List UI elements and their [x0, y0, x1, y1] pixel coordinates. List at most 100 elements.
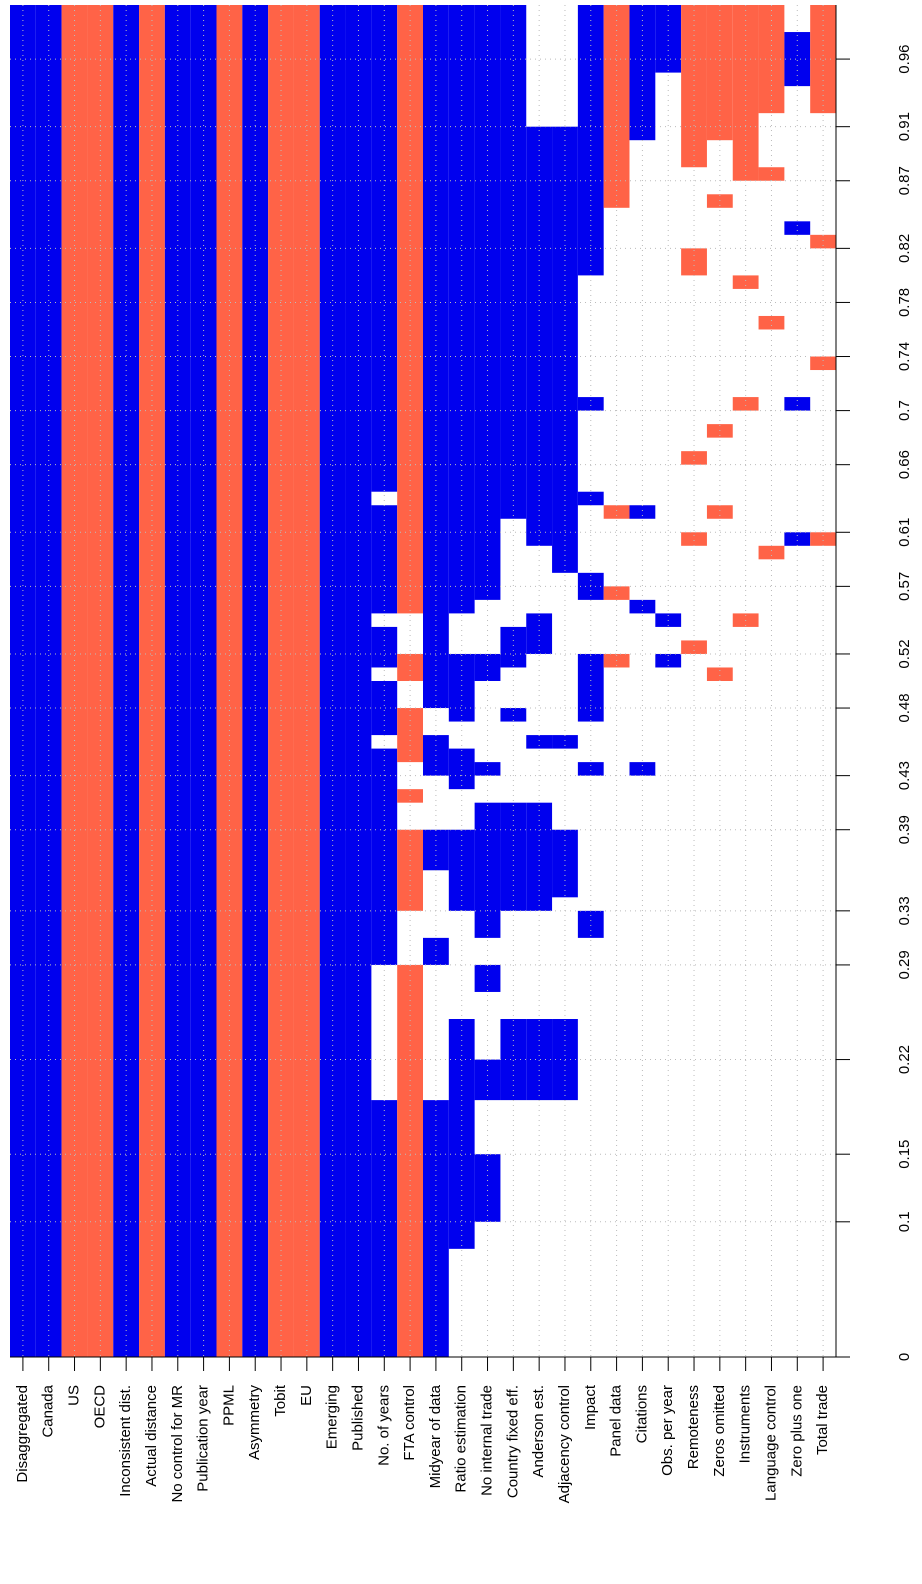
y-tick-label: 0.7	[896, 400, 913, 421]
variable-label: No control for MR	[169, 1385, 186, 1503]
inclusion-block	[603, 505, 630, 519]
variable-label: Zeros omitted	[711, 1385, 728, 1477]
inclusion-block	[500, 708, 527, 722]
y-tick-label: 0.57	[896, 572, 913, 601]
y-tick-label: 0.78	[896, 288, 913, 317]
inclusion-block	[810, 356, 836, 371]
inclusion-block	[758, 315, 785, 330]
inclusion-block	[526, 802, 553, 911]
variable-label: Ratio estimation	[453, 1385, 470, 1493]
inclusion-block	[397, 653, 423, 681]
inclusion-block	[371, 748, 398, 965]
inclusion-block	[474, 1059, 501, 1101]
y-tick-label: 0.87	[896, 166, 913, 195]
y-tick-label: 0.52	[896, 639, 913, 668]
y-tick-label: 0.96	[896, 44, 913, 73]
inclusion-block	[577, 653, 604, 722]
inclusion-block	[629, 5, 656, 141]
inclusion-block	[474, 1154, 501, 1222]
inclusion-block	[784, 532, 811, 546]
variable-label: Obs. per year	[659, 1385, 676, 1476]
inclusion-block	[629, 762, 656, 776]
y-tick-label: 0.15	[896, 1140, 913, 1169]
inclusion-block	[784, 221, 811, 235]
variable-label: Country fixed eff.	[504, 1385, 521, 1498]
inclusion-block	[526, 126, 553, 546]
inclusion-block	[500, 802, 527, 911]
inclusion-block	[655, 5, 682, 73]
inclusion-block	[526, 735, 553, 749]
y-tick-label: 0.33	[896, 896, 913, 925]
inclusion-block	[681, 451, 707, 465]
inclusion-block	[552, 1019, 578, 1101]
variable-label: Tobit	[272, 1384, 289, 1417]
variable-label: EU	[298, 1385, 315, 1406]
inclusion-block	[681, 5, 707, 168]
inclusion-block	[552, 735, 578, 749]
inclusion-block	[371, 1100, 398, 1357]
variable-label: Panel data	[608, 1384, 625, 1456]
inclusion-block	[577, 397, 604, 411]
inclusion-block	[706, 505, 733, 519]
inclusion-block	[681, 248, 707, 276]
variable-label: Remoteness	[685, 1385, 702, 1469]
inclusion-block	[629, 599, 656, 614]
inclusion-block	[474, 762, 501, 776]
variable-label: PPML	[220, 1385, 237, 1426]
y-tick-label: 0.48	[896, 693, 913, 722]
variable-label: Adjacency control	[556, 1385, 573, 1503]
y-tick-label: 0.61	[896, 518, 913, 547]
inclusion-block	[500, 626, 527, 668]
inclusion-block	[552, 829, 578, 898]
y-tick-label: 0.29	[896, 950, 913, 979]
variable-label: Publication year	[195, 1385, 212, 1492]
inclusion-block	[706, 667, 733, 681]
inclusion-block	[758, 545, 785, 560]
y-tick-label: 0.22	[896, 1045, 913, 1074]
variable-label: Published	[349, 1385, 366, 1451]
inclusion-block	[371, 626, 398, 668]
y-tick-label: 0.91	[896, 112, 913, 141]
inclusion-block	[448, 1019, 475, 1249]
inclusion-block	[810, 532, 836, 546]
inclusion-block	[526, 613, 553, 654]
variable-label: Anderson est.	[530, 1385, 547, 1478]
inclusion-block	[732, 397, 759, 411]
variable-label: Total trade	[814, 1385, 831, 1455]
inclusion-block	[371, 505, 398, 614]
inclusion-block	[500, 5, 527, 519]
inclusion-block	[732, 275, 759, 289]
inclusion-block	[474, 964, 501, 992]
inclusion-block	[732, 5, 759, 181]
variable-label: Impact	[582, 1384, 599, 1430]
inclusion-block	[681, 640, 707, 654]
inclusion-block	[784, 397, 811, 411]
inclusion-block	[448, 5, 475, 614]
y-tick-label: 0.82	[896, 234, 913, 263]
variable-label: US	[66, 1385, 83, 1406]
inclusion-block	[397, 5, 423, 614]
y-tick-label: 0.66	[896, 450, 913, 479]
variable-label: OECD	[91, 1385, 108, 1429]
inclusion-block	[706, 194, 733, 208]
variable-label: Canada	[40, 1384, 57, 1437]
inclusion-block	[474, 653, 501, 681]
inclusion-block	[448, 748, 475, 790]
inclusion-block	[681, 532, 707, 546]
variable-label: FTA control	[401, 1385, 418, 1461]
y-tick-label: 0.43	[896, 761, 913, 790]
variable-label: Zero plus one	[788, 1385, 805, 1477]
variable-label: Instruments	[737, 1385, 754, 1463]
inclusion-block	[577, 910, 604, 938]
variable-label: Language control	[762, 1385, 779, 1501]
inclusion-block	[810, 234, 836, 249]
y-tick-label: 0	[896, 1353, 913, 1361]
variable-label: No. of years	[375, 1385, 392, 1466]
variable-label: Disaggregated	[14, 1385, 31, 1483]
inclusion-block	[706, 5, 733, 141]
inclusion-block	[629, 505, 656, 519]
inclusion-block	[577, 762, 604, 776]
variable-label: Inconsistent dist.	[117, 1385, 134, 1497]
inclusion-block	[448, 653, 475, 722]
